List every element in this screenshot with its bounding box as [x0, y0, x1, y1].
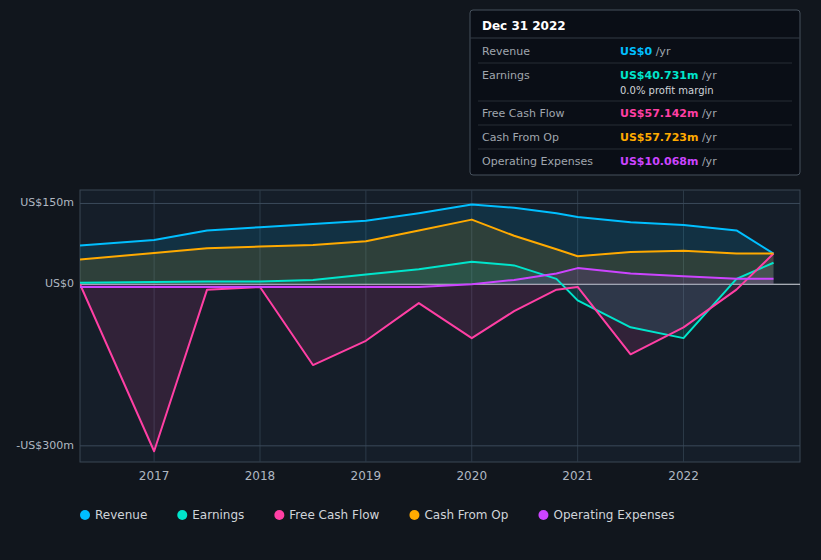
info-value: US$10.068m: [620, 155, 698, 168]
info-box-frame: [470, 10, 800, 175]
plot-frame: [80, 190, 800, 462]
chart: 2017 2018 2019 2020 2021 2022 US$150m US$0 -US$3…: [0, 0, 821, 560]
info-suffix: /yr: [698, 131, 717, 144]
info-row-separator: [478, 63, 792, 64]
legend-marker: [409, 510, 419, 520]
legend-marker: [80, 510, 90, 520]
y-grid-line: [80, 445, 800, 446]
series-line: [80, 254, 774, 452]
series-line: [80, 268, 774, 287]
info-value-line: US$40.731m /yr: [620, 69, 717, 82]
info-box: Dec 31 2022 Revenue US$0 /yr Earnings US$40.…: [470, 10, 800, 175]
info-value: US$40.731m: [620, 69, 698, 82]
legend-marker: [177, 510, 187, 520]
x-tick-label: 2018: [245, 469, 276, 483]
info-label: Operating Expenses: [482, 155, 593, 168]
x-tick-label: 2019: [351, 469, 382, 483]
y-grid-line: [80, 203, 800, 204]
legend-label: Operating Expenses: [553, 508, 674, 522]
y-tick-label: -US$300m: [16, 439, 74, 452]
info-value-line: US$57.142m /yr: [620, 107, 717, 120]
area-fill: [80, 205, 774, 285]
info-suffix: /yr: [698, 155, 717, 168]
info-value: US$0: [620, 45, 653, 58]
info-extra: 0.0% profit margin: [620, 85, 714, 96]
legend: Revenue Earnings Free Cash Flow Cash From O…: [80, 508, 674, 522]
x-tick-label: 2020: [456, 469, 487, 483]
y-tick-label: US$0: [45, 277, 74, 290]
info-label: Cash From Op: [482, 131, 559, 144]
y-tick-label: US$150m: [20, 196, 74, 209]
series-line: [80, 262, 774, 338]
area-fill: [80, 268, 774, 287]
info-label: Revenue: [482, 45, 530, 58]
legend-label: Revenue: [95, 508, 147, 522]
info-value: US$57.723m: [620, 131, 698, 144]
legend-label: Cash From Op: [424, 508, 508, 522]
info-row-separator: [478, 125, 792, 126]
info-label: Free Cash Flow: [482, 107, 565, 120]
info-title: Dec 31 2022: [482, 19, 566, 33]
legend-marker: [274, 510, 284, 520]
info-suffix: /yr: [698, 107, 717, 120]
info-label: Earnings: [482, 69, 530, 82]
info-suffix: /yr: [652, 45, 671, 58]
x-tick-label: 2017: [139, 469, 170, 483]
series-line: [80, 220, 774, 260]
data-group: [80, 205, 774, 452]
info-suffix: /yr: [698, 69, 717, 82]
info-value-line: US$57.723m /yr: [620, 131, 717, 144]
x-tick-label: 2021: [562, 469, 593, 483]
legend-marker: [538, 510, 548, 520]
info-row-separator: [478, 101, 792, 102]
info-value: US$57.142m: [620, 107, 698, 120]
info-row-separator: [478, 149, 792, 150]
info-separator: [470, 38, 800, 39]
legend-label: Earnings: [192, 508, 244, 522]
info-value-line: US$0 /yr: [620, 45, 671, 58]
background: [0, 0, 821, 560]
grid: [80, 190, 800, 462]
x-tick-label: 2022: [668, 469, 699, 483]
info-value-line: US$10.068m /yr: [620, 155, 717, 168]
legend-label: Free Cash Flow: [289, 508, 379, 522]
